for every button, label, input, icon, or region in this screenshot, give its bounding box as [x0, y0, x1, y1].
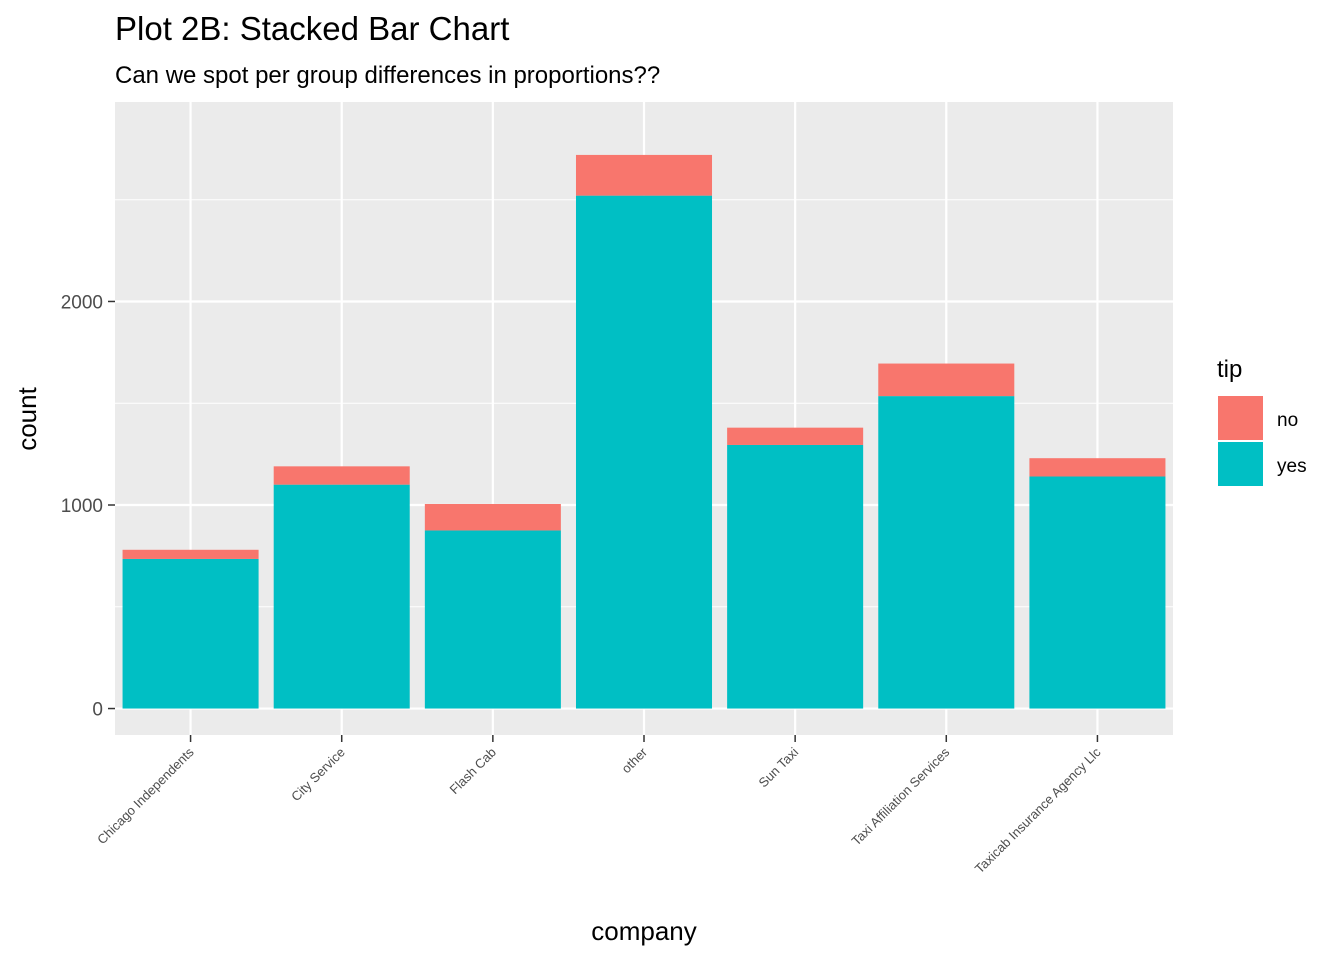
legend-label-no: no — [1277, 410, 1298, 431]
x-tick-label: Chicago Independents — [94, 744, 197, 847]
x-tick-label: other — [619, 744, 651, 776]
chart-subtitle: Can we spot per group differences in pro… — [115, 62, 660, 89]
bar-no — [273, 466, 410, 485]
bar-yes — [575, 195, 713, 709]
x-tick-label: City Service — [288, 745, 348, 805]
bar-yes — [273, 484, 410, 709]
bar-no — [575, 154, 713, 196]
x-tick-label: Flash Cab — [446, 745, 499, 798]
y-axis: 0 1000 2000 — [61, 292, 115, 721]
bar-yes — [1029, 476, 1166, 709]
chart-title: Plot 2B: Stacked Bar Chart — [115, 10, 509, 47]
x-tick-label: Sun Taxi — [756, 744, 802, 790]
bar-no — [1029, 458, 1166, 477]
bar-no — [424, 503, 561, 531]
x-tick-label: Taxicab Insurance Agency Llc — [972, 744, 1104, 876]
bar-yes — [727, 444, 864, 709]
bar-no — [122, 549, 259, 559]
legend-label-yes: yes — [1277, 456, 1307, 477]
bar-yes — [878, 396, 1015, 709]
y-tick-label: 1000 — [61, 496, 103, 517]
x-tick-label: Taxi Affiliation Services — [848, 744, 952, 848]
legend-swatch-yes — [1218, 442, 1263, 486]
legend-title: tip — [1217, 356, 1242, 383]
y-axis-title: count — [12, 386, 42, 450]
legend: tip no yes — [1217, 356, 1307, 486]
bar-no — [878, 363, 1015, 397]
legend-swatch-no — [1218, 396, 1263, 440]
bar-yes — [424, 530, 561, 709]
y-tick-label: 0 — [92, 700, 103, 721]
x-axis: Chicago Independents City Service Flash Ca… — [94, 735, 1104, 876]
y-tick-label: 2000 — [61, 292, 103, 313]
x-axis-title: company — [591, 916, 697, 946]
bar-yes — [122, 558, 259, 709]
bar-no — [727, 427, 864, 445]
bars — [122, 154, 1166, 709]
